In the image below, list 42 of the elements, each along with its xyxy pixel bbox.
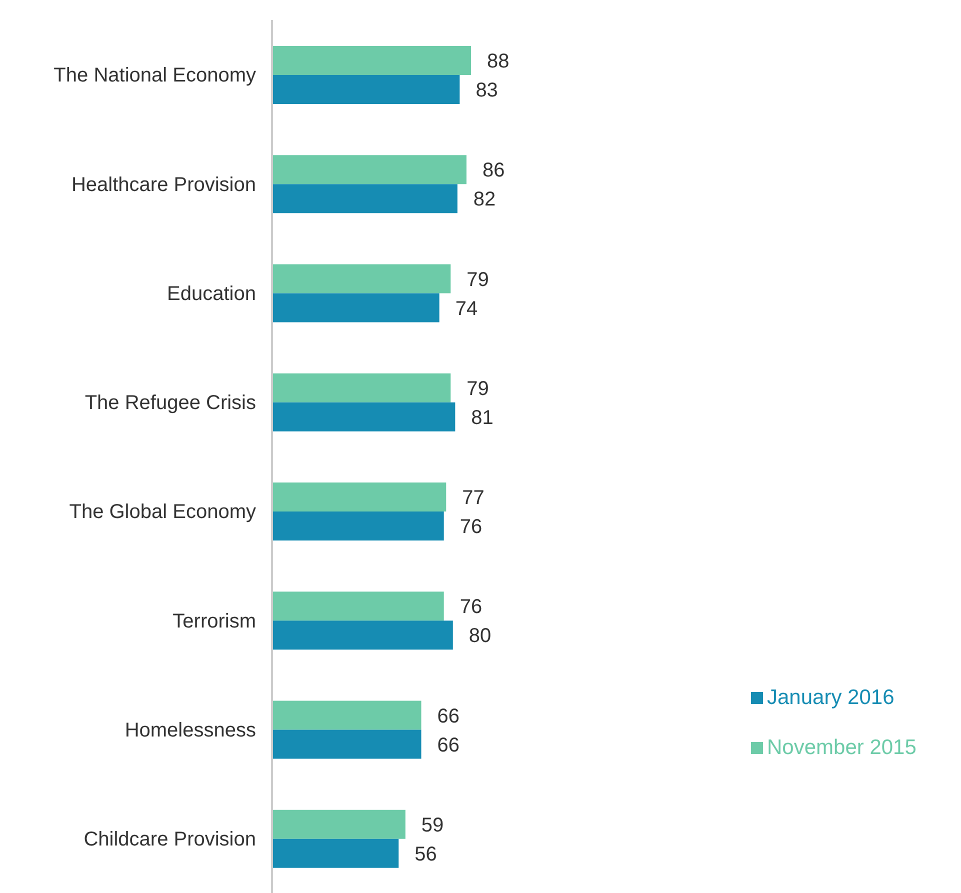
bar [272,512,444,540]
bar [272,592,444,621]
legend-label: November 2015 [767,736,916,759]
bar [272,810,406,839]
data-label: 88 [487,50,510,73]
bar [272,184,458,214]
bar [272,700,422,730]
y-tick-label: Childcare Provision [84,828,256,851]
y-tick-label: The National Economy [54,64,256,87]
data-label: 79 [466,378,489,400]
y-tick-label: Education [167,282,256,305]
bar [272,373,451,402]
y-tick-label: Homelessness [124,719,256,742]
data-label: 56 [414,843,437,866]
data-label: 59 [421,814,444,836]
data-label: 81 [471,406,494,429]
data-label: 86 [482,160,505,182]
bar [272,155,466,184]
bar [272,46,471,75]
bar [272,75,460,104]
y-tick-label: Healthcare Provision [71,174,256,196]
data-label: 80 [468,625,492,648]
data-label: 79 [466,268,489,291]
data-label: 82 [473,188,496,211]
bar [272,730,422,759]
bar [272,838,399,868]
y-tick-label: Terrorism [172,610,256,632]
bar [272,620,453,650]
bar [272,402,456,432]
bar [272,293,440,322]
legend-label: January 2016 [767,686,894,709]
data-label: 77 [462,487,484,510]
data-label: 76 [460,516,482,538]
data-label: 83 [476,80,498,102]
y-tick-label: The Global Economy [69,501,256,524]
y-tick-label: The Refugee Crisis [84,392,256,414]
data-label: 74 [455,298,478,320]
data-label: 76 [460,596,482,618]
data-label: 66 [437,705,460,728]
bar [272,482,446,512]
bar [272,264,451,294]
data-label: 66 [437,734,460,756]
